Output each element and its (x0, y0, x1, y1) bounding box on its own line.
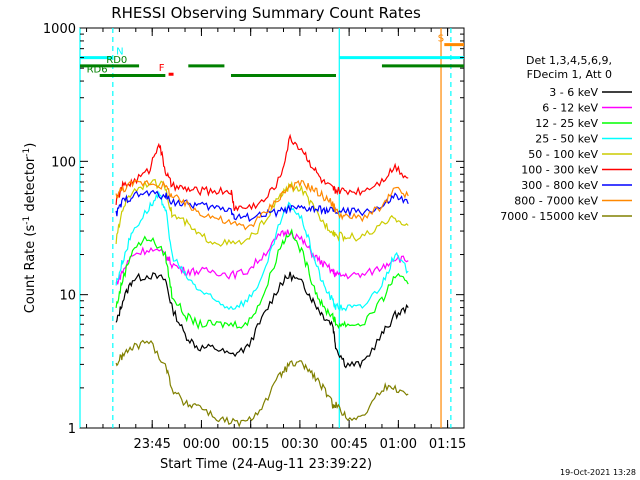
series-line (115, 190, 409, 312)
vertical-markers (79, 28, 452, 428)
plot-border (79, 27, 465, 429)
y-label-part-3: ) (23, 143, 38, 148)
series-line (115, 133, 409, 212)
series-layer (115, 133, 409, 428)
timestamp: 19-Oct-2021 13:28 (560, 468, 636, 477)
x-tick-label: 00:45 (330, 437, 367, 452)
y-tick-label: 1 (68, 422, 76, 437)
state-bar-label: N (116, 47, 123, 58)
x-tick-label: 00:30 (281, 437, 318, 452)
legend-entry-label: 25 - 50 keV (535, 133, 598, 146)
x-axis-label: Start Time (24-Aug-11 23:39:22) (160, 457, 372, 472)
x-tick-label: 00:15 (232, 437, 269, 452)
legend-entry-label: 6 - 12 keV (542, 102, 598, 115)
legend-header-line: FDecim 1, Att 0 (527, 68, 612, 81)
legend: Det 1,3,4,5,6,9,FDecim 1, Att 0 3 - 6 keV… (500, 54, 632, 223)
series-line (115, 189, 409, 222)
plot-frame (79, 27, 465, 429)
y-tick-label: 1000 (43, 22, 76, 37)
x-tick-label: 01:00 (380, 437, 417, 452)
state-bar-label: RD0 (106, 55, 127, 66)
state-bar-label: F (159, 63, 165, 74)
series-line (115, 271, 409, 369)
state-bar-label: RD6 (87, 65, 108, 76)
legend-entry-label: 3 - 6 keV (549, 86, 598, 99)
y-axis-label: Count Rate (s-1 detector-1) (22, 143, 38, 314)
series-line (115, 178, 409, 247)
legend-entry-label: 50 - 100 keV (528, 148, 598, 161)
y-tick-label: 10 (59, 289, 76, 304)
y-tick-label: 100 (51, 155, 76, 170)
axis-ticks: 1 10 100 1000 23:45 00:00 00:15 00:30 00:45 01:00… (43, 22, 466, 452)
legend-entry-label: 100 - 300 keV (521, 164, 598, 177)
chart-title: RHESSI Observing Summary Count Rates (111, 4, 421, 22)
y-label-part-2: detector (23, 156, 38, 216)
x-tick-label: 00:00 (183, 437, 220, 452)
y-label-sup-1: -1 (22, 216, 32, 225)
legend-header-line: Det 1,3,4,5,6,9, (526, 54, 612, 67)
state-bar-label: S (438, 34, 444, 45)
legend-entry-label: 7000 - 15000 keV (500, 210, 598, 223)
legend-entry-label: 800 - 7000 keV (514, 195, 598, 208)
x-tick-label: 01:15 (429, 437, 466, 452)
y-label-part-1: Count Rate (s (23, 225, 38, 314)
series-line (115, 339, 409, 428)
y-label-sup-2: -1 (22, 148, 32, 157)
legend-entry-label: 12 - 25 keV (535, 117, 598, 130)
series-line (115, 179, 409, 231)
series-line (115, 228, 409, 330)
legend-entry-label: 300 - 800 keV (521, 179, 598, 192)
x-tick-label: 23:45 (133, 437, 170, 452)
